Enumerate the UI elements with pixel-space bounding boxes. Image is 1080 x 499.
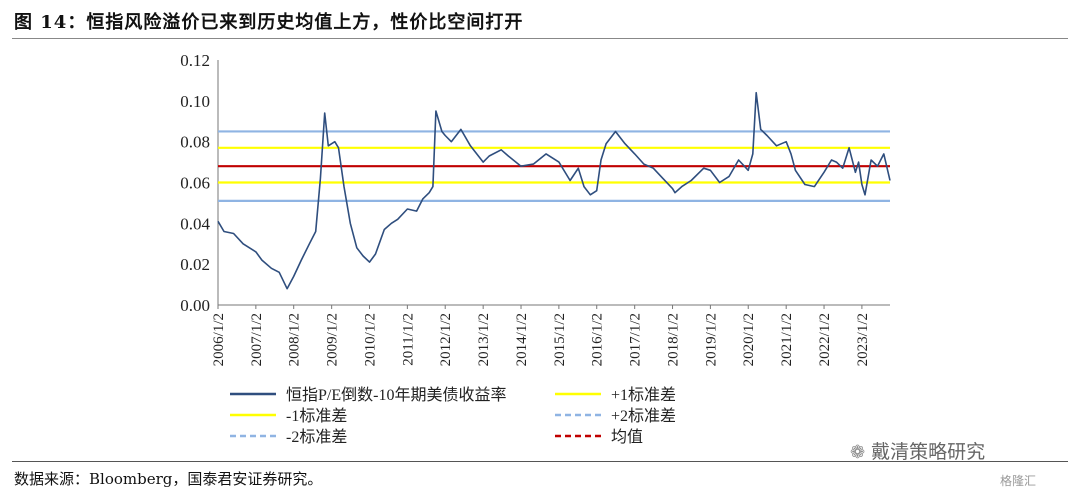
wechat-icon: ❁ xyxy=(850,442,866,463)
x-tick-label: 2023/1/2 xyxy=(855,313,871,366)
x-tick-labels: 2006/1/2 2007/1/2 2008/1/2 2009/1/2 2010/1/2… xyxy=(211,305,871,366)
x-tick-label: 2021/1/2 xyxy=(779,313,795,366)
x-tick-label: 2009/1/2 xyxy=(325,313,341,366)
y-tick-label: 0.04 xyxy=(180,214,210,233)
x-tick-label: 2016/1/2 xyxy=(590,313,606,366)
x-tick-label: 2022/1/2 xyxy=(817,313,833,366)
x-tick-label: 2006/1/2 xyxy=(211,313,227,366)
x-tick-label: 2019/1/2 xyxy=(703,313,719,366)
y-tick-label: 0.00 xyxy=(180,296,210,315)
legend-label: -1标准差 xyxy=(286,407,347,425)
x-tick-label: 2014/1/2 xyxy=(514,313,530,366)
chart-legend: 恒指P/E倒数-10年期美债收益率 +1标准差 -1标准差 +2标准差 -2标准差 均值 xyxy=(230,386,676,446)
legend-label: 恒指P/E倒数-10年期美债收益率 xyxy=(286,386,506,404)
x-tick-label: 2007/1/2 xyxy=(249,313,265,366)
y-tick-label: 0.12 xyxy=(180,51,210,70)
series-lines xyxy=(217,91,891,290)
y-tick-label: 0.10 xyxy=(180,92,210,111)
watermark-secondary: 格隆汇 xyxy=(1000,474,1037,488)
chart: 2006/1/2 2007/1/2 2008/1/2 2009/1/2 2010/1/2… xyxy=(180,51,891,446)
x-tick-label: 2018/1/2 xyxy=(666,313,682,366)
source-divider xyxy=(12,461,1068,462)
x-tick-label: 2015/1/2 xyxy=(552,313,568,366)
watermark-text: 戴清策略研究 xyxy=(871,441,986,463)
legend-label: +1标准差 xyxy=(611,386,676,404)
x-tick-label: 2012/1/2 xyxy=(438,313,454,366)
legend-label: +2标准差 xyxy=(611,407,676,425)
x-tick-label: 2008/1/2 xyxy=(287,313,303,366)
y-tick-label: 0.06 xyxy=(180,174,210,193)
x-tick-label: 2011/1/2 xyxy=(400,313,416,366)
std-band-lines xyxy=(218,130,890,202)
y-tick-label: 0.08 xyxy=(180,133,210,152)
figure-title: 图 14：恒指风险溢价已来到历史均值上方，性价比空间打开 xyxy=(14,12,524,33)
legend-label: 均值 xyxy=(611,428,643,446)
title-divider xyxy=(12,38,1068,39)
x-tick-label: 2017/1/2 xyxy=(628,313,644,366)
source-note: 数据来源：Bloomberg，国泰君安证券研究。 xyxy=(14,470,323,488)
x-tick-label: 2013/1/2 xyxy=(476,313,492,366)
y-tick-labels: 0.00 0.02 0.04 0.06 0.08 0.10 0.12 xyxy=(180,51,210,315)
y-tick-label: 0.02 xyxy=(180,255,210,274)
series-line-main xyxy=(217,91,891,290)
legend-label: -2标准差 xyxy=(286,428,347,446)
watermark: ❁ 戴清策略研究 xyxy=(850,437,985,464)
x-tick-label: 2020/1/2 xyxy=(741,313,757,366)
x-tick-label: 2010/1/2 xyxy=(363,313,379,366)
